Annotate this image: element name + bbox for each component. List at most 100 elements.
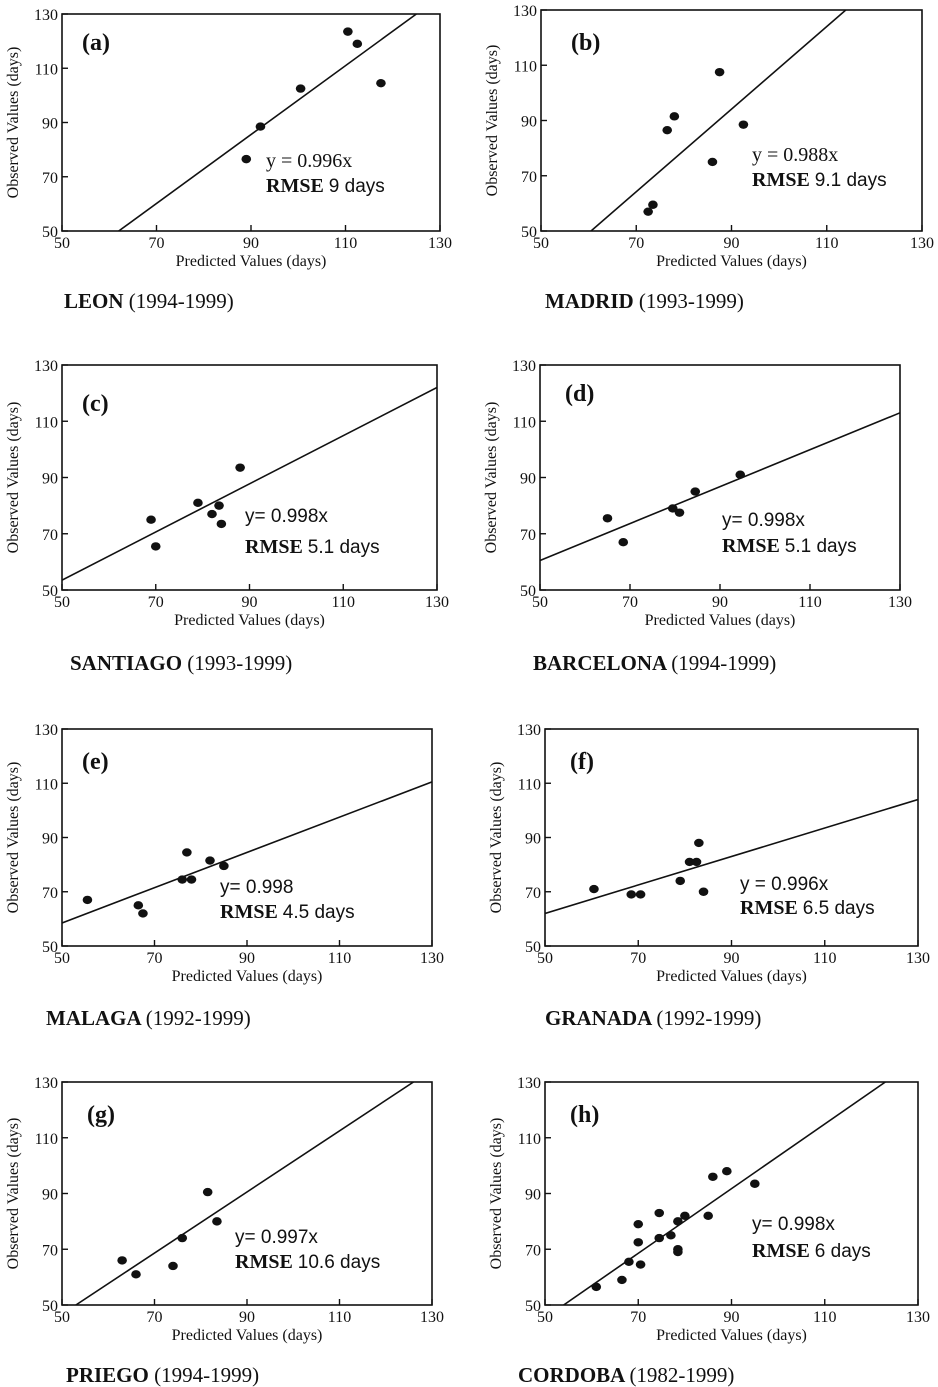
y-tick-label: 90 [520,471,536,488]
fit-equation: y = 0.988x [752,144,838,166]
fit-equation: y= 0.997x [235,1227,318,1248]
data-point [343,27,353,36]
x-tick-label: 50 [537,1309,553,1326]
year-range: (1994-1999) [154,1363,259,1387]
x-tick-label: 70 [149,235,165,252]
data-point [662,125,673,135]
panel-caption: BARCELONA (1994-1999) [533,651,776,675]
x-tick-label: 90 [239,1309,255,1326]
x-tick-label: 130 [428,235,452,252]
x-tick-label: 110 [798,594,821,611]
data-point [150,542,161,551]
panel-caption: CORDOBA (1982-1999) [518,1363,734,1387]
data-point [241,154,252,164]
data-point [643,207,653,216]
y-tick-label: 130 [513,3,537,20]
site-name: BARCELONA [533,651,671,675]
panel-caption: MADRID (1993-1999) [545,289,744,313]
y-tick-label: 130 [517,722,541,739]
data-point [667,504,678,513]
y-tick-label: 110 [513,414,536,431]
y-tick-label: 70 [42,885,58,902]
fit-equation: y= 0.998 [220,877,293,898]
y-tick-label: 70 [521,169,537,186]
x-tick-label: 50 [532,594,548,611]
fit-equation: y = 0.996x [740,874,829,895]
data-point [193,498,203,508]
panel-letter: (e) [82,749,109,775]
data-point [684,857,695,867]
fit-line [118,14,417,231]
panel-letter: (a) [82,30,110,56]
panel-caption: PRIEGO (1994-1999) [66,1363,259,1387]
fit-line [62,781,432,924]
rmse-annotation: RMSE 4.5 days [220,901,355,923]
x-axis-label: Predicted Values (days) [656,1327,807,1344]
x-tick-label: 90 [242,594,258,611]
rmse-annotation: RMSE 9.1 days [752,169,887,191]
y-tick-label: 130 [34,722,58,739]
y-tick-label: 90 [525,1187,541,1204]
x-tick-label: 130 [906,1309,930,1326]
y-tick-label: 70 [520,527,536,544]
x-tick-label: 50 [537,950,553,967]
data-point [219,861,229,871]
y-tick-label: 110 [35,61,58,78]
x-tick-label: 110 [328,1309,351,1326]
data-point [624,1257,634,1266]
data-point [635,890,646,899]
x-axis-label: Predicted Values (days) [172,1327,323,1344]
rmse-annotation: RMSE 6 days [752,1240,871,1262]
y-tick-label: 70 [525,885,541,902]
fit-equation: y= 0.998x [245,506,328,527]
x-tick-label: 90 [724,1309,740,1326]
data-point [691,857,702,867]
y-tick-label: 70 [42,1242,58,1259]
x-tick-label: 50 [533,235,549,252]
data-point [690,487,701,496]
year-range: (1992-1999) [146,1006,251,1030]
data-point [618,537,629,547]
x-axis-label: Predicted Values (days) [645,612,796,629]
data-point [694,838,704,848]
fit-line [62,386,437,581]
x-tick-label: 90 [724,950,740,967]
rmse-annotation: RMSE 6.5 days [740,897,875,919]
x-tick-label: 90 [724,235,740,252]
data-point [602,514,613,523]
data-point [633,1238,644,1247]
y-tick-label: 50 [521,224,537,241]
chart-panel: 50 70 90 110 130 50 70 90 110 130 Predicted Values… [5,1075,444,1387]
year-range: (1993-1999) [639,289,744,313]
x-tick-label: 70 [148,594,164,611]
y-tick-label: 50 [42,224,58,241]
y-tick-label: 50 [520,583,536,600]
site-name: SANTIAGO [70,651,187,675]
data-point [674,508,685,517]
x-tick-label: 90 [243,235,259,252]
site-name: MALAGA [46,1006,146,1030]
rmse-label: RMSE [220,901,283,923]
rmse-label: RMSE [235,1251,298,1273]
x-tick-label: 90 [239,950,255,967]
x-axis-label: Predicted Values (days) [174,612,325,629]
data-point [186,875,197,884]
panel-letter: (c) [82,391,109,417]
data-point [117,1256,127,1265]
y-tick-label: 110 [514,58,537,75]
rmse-annotation: RMSE 5.1 days [245,536,380,558]
panel-letter: (h) [570,1102,599,1128]
fit-equation: y= 0.998x [752,1214,835,1235]
x-tick-label: 50 [54,1309,70,1326]
y-tick-label: 110 [35,776,58,793]
data-point [216,519,227,529]
fit-line [590,10,847,231]
x-tick-label: 70 [622,594,638,611]
y-tick-label: 90 [42,1187,58,1204]
data-point [633,1219,644,1229]
x-axis-label: Predicted Values (days) [656,253,807,270]
chart-panel: 50 70 90 110 130 50 70 90 110 130 Predicted Values… [5,722,444,1030]
rmse-value: 9 days [329,176,385,197]
y-axis-label: Observed Values (days) [5,402,22,554]
